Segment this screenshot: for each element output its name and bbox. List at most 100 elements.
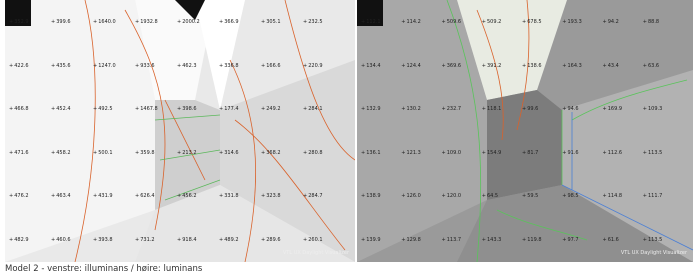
grid-value: 368.2 bbox=[261, 150, 281, 156]
grid-value: 213.2 bbox=[177, 150, 197, 156]
grid-value: 460.6 bbox=[51, 237, 71, 243]
grid-value: 113.5 bbox=[643, 150, 663, 156]
grid-value: 166.6 bbox=[261, 63, 281, 69]
grid-value: 399.6 bbox=[51, 19, 71, 25]
grid-value: 1932.8 bbox=[135, 19, 158, 25]
grid-value: 249.2 bbox=[261, 106, 281, 112]
page: {"caption": "Model 2 - venstre: illumina… bbox=[0, 0, 693, 273]
illuminance-render: 352.9 399.6 1640.0 1932.8 2000.2 366.9 305.1 23… bbox=[5, 0, 355, 262]
grid-value: 134.4 bbox=[361, 63, 381, 69]
grid-value: 366.9 bbox=[219, 19, 239, 25]
grid-value: 138.6 bbox=[522, 63, 542, 69]
grid-value: 99.6 bbox=[522, 106, 538, 112]
grid-value: 61.6 bbox=[603, 237, 619, 243]
grid-value: 509.2 bbox=[482, 19, 502, 25]
grid-value: 462.3 bbox=[177, 63, 197, 69]
grid-value: 97.7 bbox=[562, 237, 578, 243]
grid-value: 489.2 bbox=[219, 237, 239, 243]
grid-value: 132.9 bbox=[361, 106, 381, 112]
grid-value: 91.6 bbox=[562, 150, 578, 156]
grid-value: 63.6 bbox=[643, 63, 659, 69]
grid-value: 391.2 bbox=[482, 63, 502, 69]
grid-value: 81.7 bbox=[522, 150, 538, 156]
grid-value: 112.6 bbox=[603, 150, 623, 156]
grid-value: 463.4 bbox=[51, 193, 71, 199]
grid-value: 43.4 bbox=[603, 63, 619, 69]
grid-value: 476.2 bbox=[9, 193, 29, 199]
grid-value: 114.8 bbox=[603, 193, 623, 199]
grid-value: 458.2 bbox=[51, 150, 71, 156]
grid-value: 130.2 bbox=[401, 106, 421, 112]
grid-value: 731.2 bbox=[135, 237, 155, 243]
grid-value: 509.6 bbox=[442, 19, 462, 25]
grid-value: 169.9 bbox=[603, 106, 623, 112]
grid-value: 129.8 bbox=[401, 237, 421, 243]
grid-value: 109.0 bbox=[442, 150, 462, 156]
grid-value: 284.7 bbox=[303, 193, 323, 199]
grid-value: 918.4 bbox=[177, 237, 197, 243]
grid-value: 138.9 bbox=[361, 193, 381, 199]
grid-value: 232.7 bbox=[442, 106, 462, 112]
grid-value: 260.1 bbox=[303, 237, 323, 243]
grid-value: 154.9 bbox=[482, 150, 502, 156]
grid-value: 124.4 bbox=[401, 63, 421, 69]
grid-value: 398.6 bbox=[177, 106, 197, 112]
grid-value: 136.1 bbox=[361, 150, 381, 156]
grid-value: 492.5 bbox=[93, 106, 113, 112]
grid-value: 109.3 bbox=[643, 106, 663, 112]
grid-value: 88.8 bbox=[643, 19, 659, 25]
grid-value: 678.5 bbox=[522, 19, 542, 25]
grid-value: 98.5 bbox=[562, 193, 578, 199]
grid-value: 1640.0 bbox=[93, 19, 116, 25]
grid-value: 359.8 bbox=[135, 150, 155, 156]
grid-value: 284.1 bbox=[303, 106, 323, 112]
grid-value: 112.1 bbox=[361, 19, 381, 25]
grid-value: 94.2 bbox=[603, 19, 619, 25]
grid-value: 323.8 bbox=[261, 193, 281, 199]
grid-value: 369.6 bbox=[442, 63, 462, 69]
grid-value: 94.6 bbox=[562, 106, 578, 112]
grid-value: 466.8 bbox=[9, 106, 29, 112]
grid-value: 471.6 bbox=[9, 150, 29, 156]
grid-value: 120.0 bbox=[442, 193, 462, 199]
grid-value: 232.5 bbox=[303, 19, 323, 25]
grid-value: 193.3 bbox=[562, 19, 582, 25]
grid-value: 331.8 bbox=[219, 193, 239, 199]
grid-value: 119.8 bbox=[522, 237, 542, 243]
grid-value: 220.9 bbox=[303, 63, 323, 69]
grid-value: 164.3 bbox=[562, 63, 582, 69]
grid-value: 456.2 bbox=[177, 193, 197, 199]
grid-value: 139.9 bbox=[361, 237, 381, 243]
grid-value: 352.9 bbox=[9, 19, 29, 25]
grid-value: 500.1 bbox=[93, 150, 113, 156]
render-scene bbox=[5, 0, 355, 262]
luminance-render: 112.1 114.2 509.6 509.2 678.5 193.3 94.2 88.8 13… bbox=[357, 0, 693, 262]
grid-value: 452.4 bbox=[51, 106, 71, 112]
grid-value: 143.3 bbox=[482, 237, 502, 243]
grid-value: 114.2 bbox=[401, 19, 421, 25]
grid-value: 2000.2 bbox=[177, 19, 200, 25]
render-scene bbox=[357, 0, 693, 262]
grid-value: 482.9 bbox=[9, 237, 29, 243]
grid-value: 431.9 bbox=[93, 193, 113, 199]
grid-value: 933.6 bbox=[135, 63, 155, 69]
grid-value: 126.0 bbox=[401, 193, 421, 199]
grid-value: 626.4 bbox=[135, 193, 155, 199]
watermark: VTL UX Daylight Visualizer bbox=[283, 250, 349, 256]
grid-value: 113.5 bbox=[643, 237, 663, 243]
grid-value: 435.6 bbox=[51, 63, 71, 69]
grid-value: 64.5 bbox=[482, 193, 498, 199]
grid-value: 177.4 bbox=[219, 106, 239, 112]
grid-value: 422.6 bbox=[9, 63, 29, 69]
watermark: VTL UX Daylight Visualizer bbox=[621, 250, 687, 256]
grid-value: 113.7 bbox=[442, 237, 462, 243]
grid-value: 121.3 bbox=[401, 150, 421, 156]
grid-value: 111.7 bbox=[643, 193, 663, 199]
grid-value: 336.8 bbox=[219, 63, 239, 69]
grid-value: 280.8 bbox=[303, 150, 323, 156]
grid-value: 1247.0 bbox=[93, 63, 116, 69]
grid-value: 59.5 bbox=[522, 193, 538, 199]
grid-value: 305.1 bbox=[261, 19, 281, 25]
grid-value: 314.6 bbox=[219, 150, 239, 156]
grid-value: 1467.8 bbox=[135, 106, 158, 112]
